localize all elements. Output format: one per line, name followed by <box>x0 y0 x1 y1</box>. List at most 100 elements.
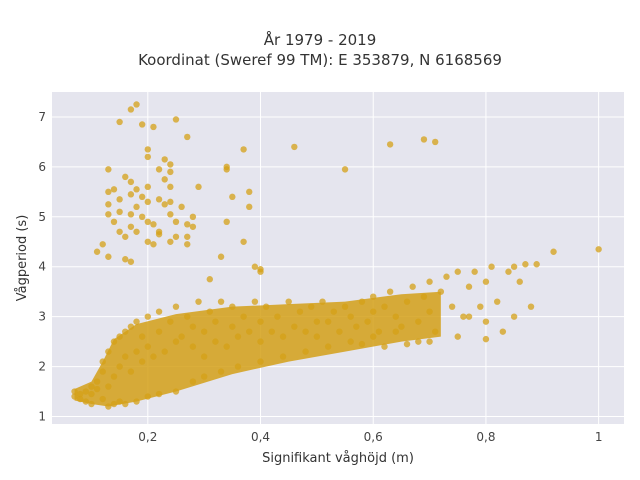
data-point <box>167 211 174 218</box>
data-point <box>465 313 473 320</box>
data-point <box>308 303 315 310</box>
data-point <box>533 261 540 268</box>
data-point <box>93 385 101 393</box>
data-point <box>336 328 343 335</box>
data-point <box>330 308 337 315</box>
data-point <box>358 340 366 348</box>
data-point <box>234 363 242 370</box>
data-point <box>189 323 197 330</box>
data-point <box>172 116 180 123</box>
data-point <box>234 333 242 340</box>
data-point <box>105 403 112 410</box>
data-point <box>155 308 163 315</box>
data-point <box>291 323 298 330</box>
data-point <box>246 203 253 211</box>
data-point <box>223 343 230 350</box>
y-tick-label: 2 <box>38 360 46 374</box>
data-point <box>161 201 168 208</box>
y-tick-label: 5 <box>38 210 46 224</box>
data-point <box>88 383 95 390</box>
y-tick-label: 3 <box>38 310 46 324</box>
data-point <box>448 303 456 310</box>
data-point <box>510 313 518 320</box>
data-point <box>240 146 247 153</box>
data-point <box>127 368 135 375</box>
data-point <box>302 348 309 355</box>
data-point <box>110 218 118 226</box>
data-point <box>516 278 523 285</box>
data-point <box>229 323 236 330</box>
data-point <box>291 143 298 151</box>
data-point <box>381 303 388 310</box>
data-point <box>353 323 360 330</box>
data-point <box>426 338 433 345</box>
data-point <box>105 188 112 196</box>
data-point <box>144 343 152 350</box>
data-point <box>251 298 259 305</box>
data-point <box>116 118 123 126</box>
data-point <box>246 328 253 335</box>
data-point <box>71 393 78 400</box>
chart-subtitle: Koordinat (Sweref 99 TM): E 353879, N 61… <box>138 51 502 69</box>
data-point <box>127 178 135 186</box>
data-point <box>105 211 112 218</box>
data-point <box>127 191 135 198</box>
data-point <box>184 133 191 141</box>
data-point <box>217 298 225 305</box>
data-point <box>127 323 135 330</box>
data-point <box>229 303 236 310</box>
data-point <box>477 303 484 310</box>
data-point <box>319 298 326 305</box>
data-point <box>386 141 394 148</box>
data-point <box>432 138 439 146</box>
data-point <box>76 390 84 398</box>
data-point <box>341 166 349 173</box>
data-point <box>409 283 416 290</box>
data-point <box>184 313 191 320</box>
data-point <box>370 333 377 340</box>
data-point <box>347 313 354 320</box>
data-point <box>105 348 112 355</box>
y-axis-label: Vågperiod (s) <box>15 215 30 302</box>
data-point <box>161 156 168 163</box>
data-point <box>122 233 129 240</box>
data-point <box>274 313 281 320</box>
data-point <box>285 298 292 305</box>
data-point <box>127 211 135 218</box>
data-point <box>110 400 118 408</box>
data-point <box>172 388 180 395</box>
data-point <box>71 388 78 395</box>
data-point <box>262 303 270 310</box>
data-point <box>150 221 157 228</box>
data-point <box>161 176 168 183</box>
data-point <box>116 208 123 216</box>
data-point <box>432 328 439 335</box>
data-point <box>200 373 208 380</box>
data-point <box>460 313 467 320</box>
data-point <box>415 338 422 345</box>
data-point <box>482 278 490 285</box>
data-point <box>189 223 197 230</box>
data-point <box>88 390 95 398</box>
data-point <box>116 333 123 340</box>
data-point <box>212 338 219 345</box>
data-point <box>437 288 445 295</box>
data-point <box>88 400 95 408</box>
y-tick-label: 6 <box>38 160 46 174</box>
data-point <box>257 318 264 325</box>
data-point <box>150 123 157 131</box>
data-point <box>324 343 332 350</box>
data-point <box>167 161 174 168</box>
data-point <box>155 228 163 235</box>
data-point <box>392 328 399 335</box>
data-point <box>167 198 174 206</box>
data-point <box>138 213 146 221</box>
data-point <box>144 183 152 191</box>
data-point <box>167 168 174 176</box>
data-point <box>138 121 146 128</box>
data-point <box>167 183 174 191</box>
data-point <box>116 196 123 203</box>
data-point <box>268 328 275 335</box>
